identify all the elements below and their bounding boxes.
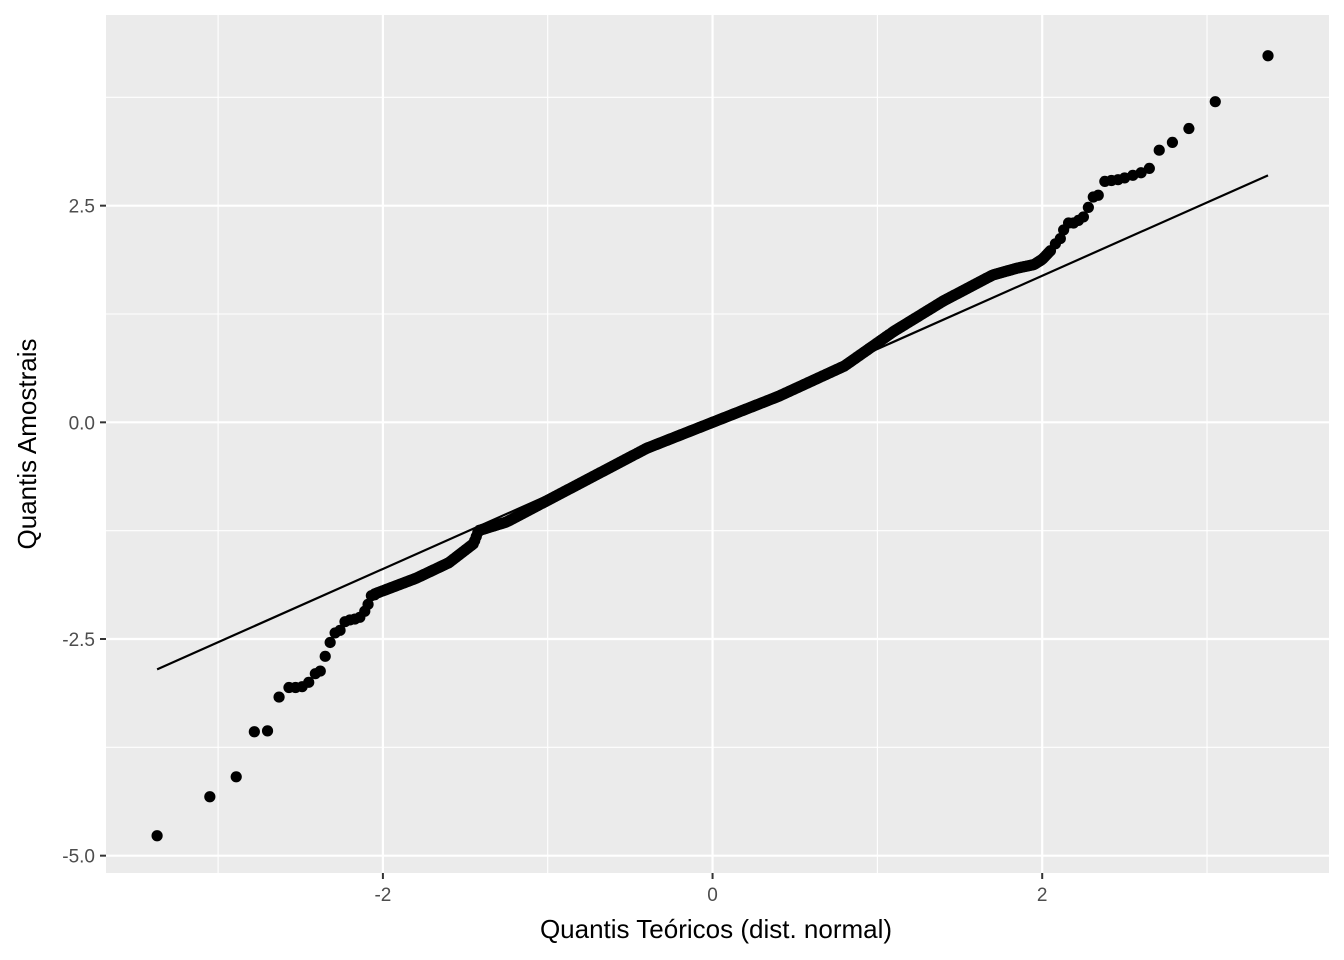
sample-point [248, 726, 260, 738]
x-axis-title: Quantis Teóricos (dist. normal) [540, 914, 892, 944]
y-axis-ticks: -5.0 -2.5 0.0 2.5 [62, 197, 106, 868]
sample-point [303, 676, 315, 688]
sample-point [1143, 162, 1155, 174]
sample-point [1209, 96, 1221, 108]
y-tick-label: 2.5 [69, 197, 95, 218]
sample-points-layer [151, 50, 1274, 842]
sample-point [230, 771, 242, 783]
sample-point [1054, 233, 1066, 245]
sample-point [334, 624, 346, 636]
y-axis-title: Quantis Amostrais [12, 339, 42, 550]
y-tick-label: 0.0 [69, 413, 95, 434]
sample-point [1135, 167, 1147, 179]
sample-point [1077, 211, 1090, 223]
sample-point [369, 589, 381, 601]
x-axis-ticks: -2 0 2 [374, 873, 1047, 906]
x-tick-label: 2 [1037, 885, 1048, 906]
sample-point [1262, 50, 1274, 62]
sample-point [151, 830, 163, 842]
minor-gridlines [106, 15, 1329, 873]
y-tick-label: -2.5 [62, 630, 95, 651]
sample-point [324, 636, 336, 649]
sample-point [1166, 136, 1179, 148]
sample-point [1153, 144, 1165, 156]
plot-panel-background [106, 15, 1329, 873]
x-tick-label: 0 [707, 885, 718, 906]
sample-point [362, 598, 374, 610]
sample-point [273, 691, 285, 703]
x-tick-label: -2 [374, 885, 391, 906]
sample-point [1183, 122, 1195, 135]
sample-point [1092, 189, 1104, 201]
sample-point [1082, 201, 1094, 213]
sample-point [314, 665, 326, 677]
sample-point [261, 725, 274, 737]
sample-point [319, 650, 331, 662]
y-tick-label: -5.0 [62, 847, 95, 868]
sample-point [204, 791, 216, 803]
